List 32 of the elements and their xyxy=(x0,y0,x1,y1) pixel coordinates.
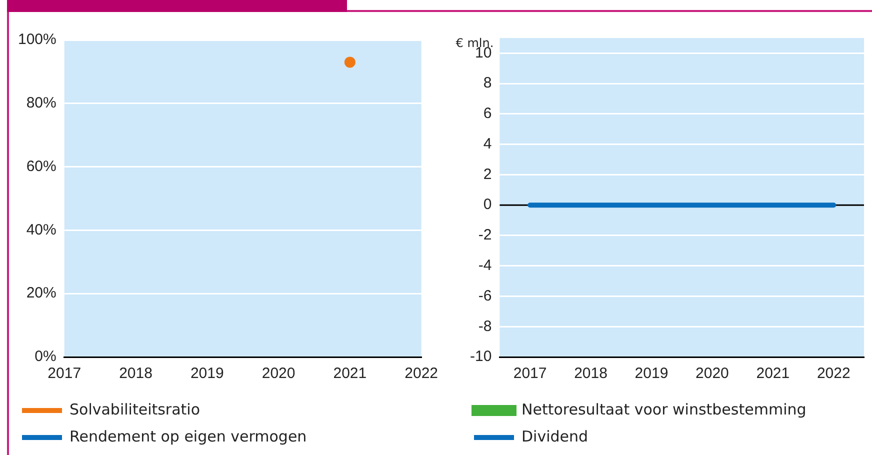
x-tick-label: 2022 xyxy=(404,365,438,382)
x-tick-label: 2020 xyxy=(696,365,729,382)
y-tick-label: -2 xyxy=(478,226,492,244)
y-tick-label: 6 xyxy=(483,105,492,122)
x-tick-label: 2018 xyxy=(574,365,608,382)
y-tick-label: -10 xyxy=(470,348,492,366)
y-tick-label: 2 xyxy=(483,166,492,183)
x-tick-label: 2022 xyxy=(816,365,850,382)
y-tick-label: 60% xyxy=(26,158,56,175)
x-tick-label: 2019 xyxy=(634,365,668,382)
x-tick-label: 2017 xyxy=(48,365,82,382)
x-tick-label: 2021 xyxy=(756,365,790,382)
legend-label: Solvabiliteitsratio xyxy=(70,400,200,418)
x-tick-label: 2017 xyxy=(513,365,547,382)
y-tick-label: -4 xyxy=(478,257,492,274)
legend-label: Dividend xyxy=(522,427,588,446)
y-tick-label: 100% xyxy=(18,31,56,48)
x-tick-label: 2020 xyxy=(262,365,296,382)
x-tick-label: 2021 xyxy=(333,365,367,382)
y-tick-label: 0% xyxy=(34,348,56,366)
y-tick-label: 4 xyxy=(483,135,492,152)
legend-label: Rendement op eigen vermogen xyxy=(70,427,307,446)
y-tick-label: 8 xyxy=(483,74,492,92)
y-tick-label: 80% xyxy=(26,94,56,112)
x-tick-label: 2018 xyxy=(119,365,152,382)
y-tick-label: -6 xyxy=(478,287,492,304)
y-tick-label: 40% xyxy=(26,221,56,238)
y-tick-label: -8 xyxy=(478,318,492,335)
legend-label: Nettoresultaat voor winstbestemming xyxy=(522,400,806,418)
y-tick-label: 0 xyxy=(483,196,492,214)
y-tick-label: 20% xyxy=(26,284,56,302)
x-tick-label: 2019 xyxy=(190,365,224,382)
